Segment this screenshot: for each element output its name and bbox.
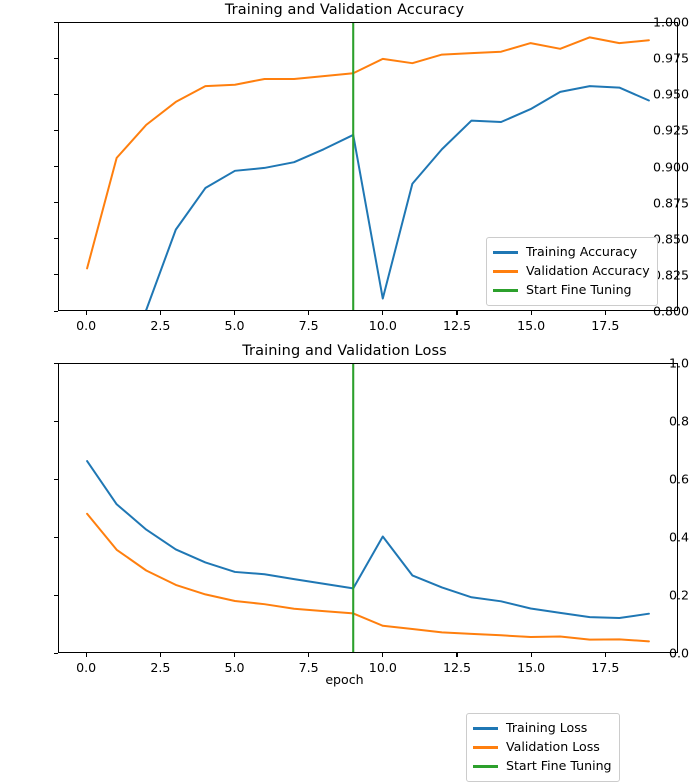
y-tick-label: 0.900 (652, 159, 689, 174)
x-tick-label: 0.0 (76, 660, 97, 675)
legend-item[interactable]: Start Fine Tuning (493, 281, 650, 300)
y-tick-mark (54, 57, 58, 59)
series-line-validation-loss (87, 514, 649, 642)
legend-color-swatch (473, 727, 498, 730)
y-tick-label: 0.4 (668, 529, 689, 545)
legend-color-swatch (493, 270, 518, 273)
accuracy-legend[interactable]: Training Accuracy Validation Accuracy Star… (486, 237, 658, 306)
series-line-training-loss (87, 461, 649, 618)
x-tick-label: 2.5 (150, 318, 171, 333)
y-tick-label: 0.0 (668, 645, 689, 661)
x-tick-label: 12.5 (442, 318, 472, 333)
legend-item[interactable]: Training Accuracy (493, 243, 650, 262)
x-tick-label: 7.5 (298, 318, 319, 333)
x-tick-mark (234, 653, 236, 657)
y-tick-mark (54, 274, 58, 276)
x-axis-label: epoch (325, 672, 364, 687)
x-tick-mark (604, 653, 606, 657)
y-tick-label: 1.0 (668, 355, 689, 371)
legend-label: Training Accuracy (526, 244, 638, 260)
x-tick-label: 10.0 (368, 318, 397, 333)
accuracy-chart-title: Training and Validation Accuracy (224, 2, 465, 18)
x-tick-mark (382, 653, 384, 657)
y-tick-label: 0.2 (668, 587, 689, 603)
legend-color-swatch (473, 765, 498, 768)
x-tick-label: 15.0 (517, 318, 546, 333)
y-tick-label: 0.950 (652, 86, 689, 102)
x-tick-mark (456, 311, 458, 315)
y-tick-mark (54, 21, 58, 23)
x-tick-label: 2.5 (150, 660, 171, 675)
y-tick-label: 0.800 (652, 303, 689, 319)
legend-color-swatch (493, 251, 518, 254)
accuracy-plot-clip (59, 23, 677, 310)
loss-chart-title: Training and Validation Loss (242, 343, 447, 359)
x-tick-label: 0.0 (76, 318, 97, 333)
legend-label: Start Fine Tuning (506, 758, 612, 774)
y-tick-mark (54, 420, 58, 422)
y-tick-mark (54, 594, 58, 596)
x-tick-mark (159, 653, 161, 657)
y-tick-label: 0.8 (668, 413, 689, 429)
x-tick-label: 7.5 (298, 660, 319, 675)
legend-item[interactable]: Start Fine Tuning (473, 757, 612, 776)
series-line-validation-accuracy (87, 37, 649, 268)
series-line-training-accuracy (87, 86, 649, 310)
loss-plot-clip (59, 364, 677, 652)
x-tick-label: 5.0 (224, 660, 245, 675)
legend-color-swatch (473, 746, 498, 749)
x-tick-mark (530, 653, 532, 657)
y-tick-mark (54, 536, 58, 538)
y-tick-label: 0.825 (652, 267, 689, 283)
x-tick-label: 10.0 (368, 660, 397, 675)
x-tick-mark (530, 311, 532, 315)
y-tick-mark (54, 478, 58, 480)
accuracy-plot-area (58, 22, 678, 311)
x-tick-label: 17.5 (591, 660, 620, 675)
x-tick-label: 17.5 (591, 318, 620, 333)
legend-color-swatch (493, 289, 518, 292)
loss-lines (59, 364, 677, 652)
x-tick-mark (456, 653, 458, 657)
y-tick-mark (54, 652, 58, 654)
y-tick-label: 1.000 (652, 14, 689, 30)
y-tick-mark (54, 93, 58, 95)
y-tick-mark (54, 310, 58, 312)
x-tick-mark (308, 311, 310, 315)
x-tick-label: 15.0 (517, 660, 546, 675)
loss-plot-area (58, 363, 678, 653)
accuracy-subplot: Training and Validation Accuracy 0.800 0.… (0, 0, 689, 340)
legend-item[interactable]: Validation Accuracy (493, 262, 650, 281)
x-tick-mark (604, 311, 606, 315)
y-tick-label: 0.850 (652, 231, 689, 247)
y-tick-label: 0.875 (652, 195, 689, 211)
y-tick-mark (54, 362, 58, 364)
y-tick-label: 0.975 (652, 50, 689, 66)
x-tick-label: 5.0 (224, 318, 245, 333)
x-tick-mark (85, 311, 87, 315)
x-tick-mark (308, 653, 310, 657)
y-tick-mark (54, 166, 58, 168)
y-tick-mark (54, 202, 58, 204)
y-tick-label: 0.6 (668, 471, 689, 487)
legend-label: Validation Loss (506, 739, 600, 755)
y-tick-mark (54, 129, 58, 131)
legend-item[interactable]: Training Loss (473, 719, 612, 738)
y-tick-mark (54, 238, 58, 240)
legend-item[interactable]: Validation Loss (473, 738, 612, 757)
legend-label: Training Loss (506, 720, 588, 736)
x-tick-label: 12.5 (442, 660, 472, 675)
x-tick-mark (234, 311, 236, 315)
y-tick-label: 0.925 (652, 122, 689, 138)
legend-label: Start Fine Tuning (526, 282, 632, 298)
loss-subplot: Training and Validation Loss 0.0 0.2 0.4 0.… (0, 340, 689, 782)
legend-label: Validation Accuracy (526, 263, 650, 279)
accuracy-lines (59, 23, 677, 310)
loss-legend[interactable]: Training Loss Validation Loss Start Fine T… (466, 713, 620, 782)
x-tick-mark (159, 311, 161, 315)
x-tick-mark (382, 311, 384, 315)
x-tick-mark (85, 653, 87, 657)
